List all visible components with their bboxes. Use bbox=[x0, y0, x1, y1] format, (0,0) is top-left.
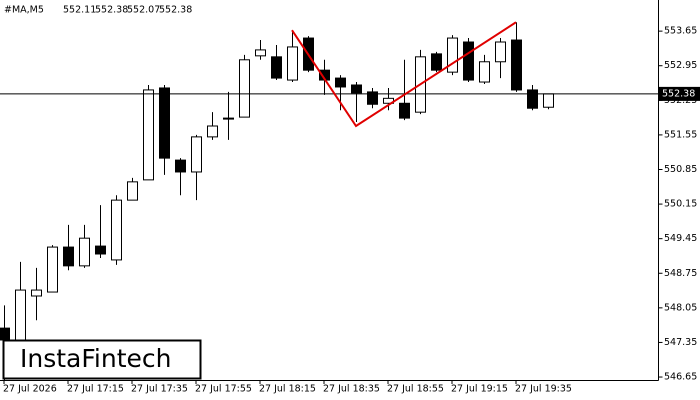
x-tick-label: 27 Jul 2026 bbox=[3, 384, 57, 395]
header-high: 552.38 bbox=[95, 5, 128, 16]
x-tick-label: 27 Jul 19:35 bbox=[515, 384, 572, 395]
x-tick-label: 27 Jul 19:15 bbox=[451, 384, 508, 395]
x-tick-label: 27 Jul 17:35 bbox=[131, 384, 188, 395]
candle-body bbox=[351, 84, 362, 94]
candle-body bbox=[495, 41, 506, 63]
header-open: 552.11 bbox=[63, 5, 96, 16]
candle-body bbox=[79, 237, 90, 267]
candle-body bbox=[479, 61, 490, 83]
x-tick-label: 27 Jul 18:55 bbox=[387, 384, 444, 395]
symbol: #MA,M5 bbox=[4, 5, 44, 16]
candle-body bbox=[111, 199, 122, 261]
y-tick-label: 547.35 bbox=[664, 337, 697, 348]
brand-logo: InstaFintech bbox=[20, 344, 172, 373]
last-price-box bbox=[659, 86, 700, 101]
candle-body bbox=[463, 41, 474, 81]
candle-body bbox=[127, 181, 138, 201]
y-tick-label: 550.85 bbox=[664, 164, 697, 175]
candle-body bbox=[255, 49, 266, 57]
header-close: 552.38 bbox=[159, 5, 192, 16]
candle-body bbox=[543, 93, 554, 108]
candle-body bbox=[0, 327, 10, 341]
candle-body bbox=[431, 53, 442, 71]
candle-body bbox=[31, 289, 42, 297]
header-low: 552.07 bbox=[127, 5, 160, 16]
candle-body bbox=[159, 87, 170, 159]
candle-body bbox=[527, 89, 538, 109]
candle-body bbox=[175, 159, 186, 173]
candle-body bbox=[271, 56, 282, 79]
candle-body bbox=[143, 89, 154, 181]
candle-body bbox=[287, 46, 298, 81]
candle-body bbox=[367, 91, 378, 105]
x-tick-label: 27 Jul 17:15 bbox=[67, 384, 124, 395]
y-tick-label: 548.05 bbox=[664, 302, 697, 313]
y-tick-label: 551.55 bbox=[664, 129, 697, 140]
candle-body bbox=[511, 39, 522, 91]
x-tick-label: 27 Jul 17:55 bbox=[195, 384, 252, 395]
y-tick-label: 552.95 bbox=[664, 60, 697, 71]
y-tick-label: 549.45 bbox=[664, 233, 697, 244]
last-price-label: 552.38 bbox=[662, 88, 695, 99]
x-tick-label: 27 Jul 18:15 bbox=[259, 384, 316, 395]
candle-body bbox=[335, 77, 346, 88]
candle-body bbox=[47, 246, 58, 293]
candle-body bbox=[63, 246, 74, 267]
candle-body bbox=[239, 59, 250, 118]
candle-body bbox=[399, 102, 410, 119]
pattern-line bbox=[291, 21, 517, 128]
y-tick-label: 553.65 bbox=[664, 26, 697, 37]
candle-body bbox=[95, 245, 106, 255]
candle-body bbox=[447, 37, 458, 73]
brand-box bbox=[2, 339, 202, 380]
y-tick-label: 548.75 bbox=[664, 268, 697, 279]
candle-body bbox=[207, 125, 218, 138]
y-tick-label: 546.65 bbox=[664, 372, 697, 383]
x-tick-label: 27 Jul 18:35 bbox=[323, 384, 380, 395]
candle-body bbox=[191, 136, 202, 173]
y-tick-label: 550.15 bbox=[664, 199, 697, 210]
candle-body bbox=[223, 117, 234, 120]
